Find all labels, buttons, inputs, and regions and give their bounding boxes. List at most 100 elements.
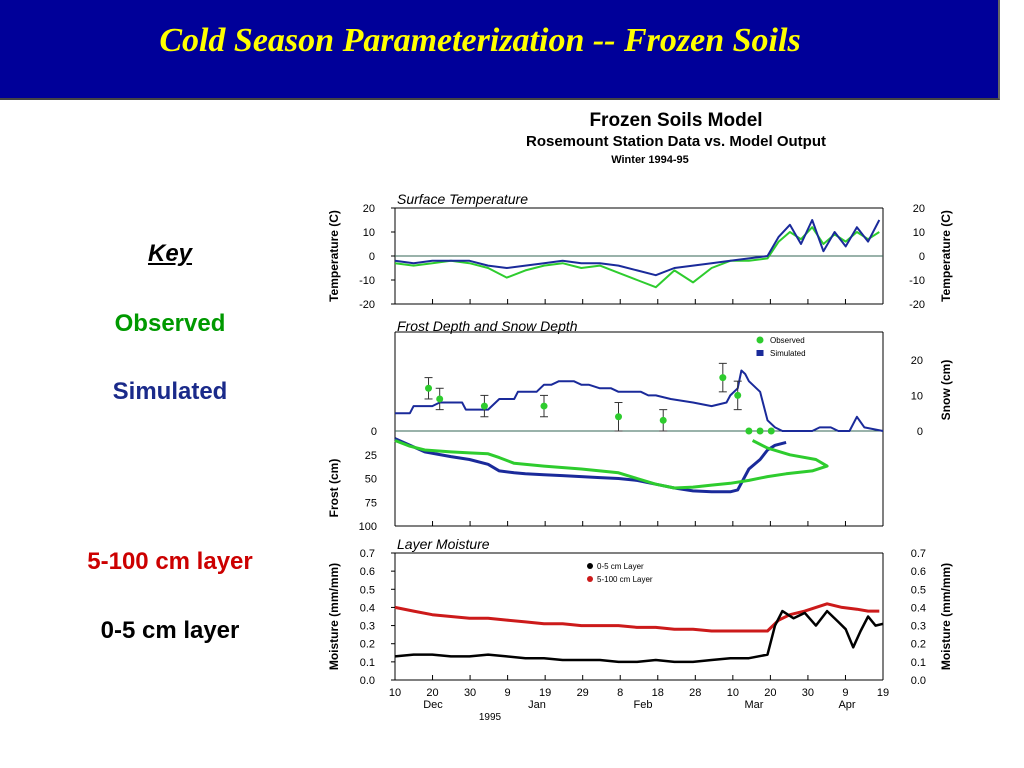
figure-season: Winter 1994-95 [611,154,689,166]
legend-deep-label: 5-100 cm Layer [597,575,653,584]
figure-title: Frozen Soils Model [589,110,762,131]
moisture-ytick-left: 0.1 [360,657,375,669]
moisture-ytick-right: 0.7 [911,548,926,560]
snow-ytick: 10 [911,390,923,402]
figure-subtitle: Rosemount Station Data vs. Model Output [526,133,826,150]
key-simulated-label: Simulated [112,378,228,405]
moisture-ytick-right: 0.1 [911,657,926,669]
legend-shallow-label: 0-5 cm Layer [597,562,644,571]
x-tick-label: 18 [652,687,664,699]
frost-ytick: 100 [359,521,377,533]
moisture-ytick-right: 0.5 [911,584,926,596]
frost-ylabel: Frost (cm) [327,459,341,518]
key-title: Key [147,240,193,267]
moisture-ytick-left: 0.5 [360,584,375,596]
moisture-ytick-right: 0.2 [911,639,926,651]
moisture-shallow-series [394,609,884,664]
temp-ytick-left: 0 [369,251,375,263]
snow-observed-point [436,395,444,403]
snow-ylabel: Snow (cm) [939,360,953,421]
temp-ytick-right: 0 [919,251,925,263]
moisture-ylabel-right: Moisture (mm/mm) [939,563,953,670]
x-tick-label: 29 [577,687,589,699]
x-tick-label: 9 [505,687,511,699]
frost-simulated-series [394,437,787,494]
x-tick-label: 9 [842,687,848,699]
snow-simulated-series [395,369,884,432]
temp-ytick-left: 20 [363,203,375,215]
legend-shallow-marker [587,563,593,569]
temp-observed-series [394,226,880,289]
snow-observed-point [734,391,742,399]
x-tick-label: 30 [802,687,814,699]
snow-observed-point [659,416,667,424]
x-month-label: Feb [634,699,653,711]
temp-ytick-right: 20 [913,203,925,215]
moisture-ytick-left: 0.7 [360,548,375,560]
moisture-ytick-right: 0.3 [911,621,926,633]
snow-ytick: 0 [917,426,923,438]
snow-observed-point [767,427,775,435]
moisture-ytick-left: 0.3 [360,621,375,633]
x-year-label: 1995 [479,712,502,723]
snow-observed-point [719,374,727,382]
moisture-ytick-right: 0.6 [911,566,926,578]
temp-ytick-right: 10 [913,227,925,239]
moisture-ytick-left: 0.6 [360,566,375,578]
snow-observed-point [756,427,764,435]
temp-ytick-right: -20 [909,299,925,311]
temp-ytick-right: -10 [909,275,925,287]
snow-observed-point [615,413,623,421]
temp-panel-title: Surface Temperature [397,191,528,207]
x-tick-label: 10 [727,687,739,699]
temp-simulated-series [394,219,881,277]
snow-observed-point [540,402,548,410]
legend-simulated-label: Simulated [770,349,806,358]
x-month-label: Apr [838,699,855,711]
frost-observed-series [394,439,829,490]
x-tick-label: 19 [539,687,551,699]
moisture-panel-title: Layer Moisture [397,536,490,552]
temp-ytick-left: -20 [359,299,375,311]
moisture-ytick-left: 0.0 [360,675,375,687]
moisture-ytick-left: 0.4 [360,602,375,614]
snow-observed-point [745,427,753,435]
legend-observed-marker [756,336,764,344]
moisture-ytick-right: 0.0 [911,675,926,687]
key-observed-label: Observed [114,310,226,337]
snow-observed-point [480,402,488,410]
x-tick-label: 8 [617,687,623,699]
title-banner: Cold Season Parameterization -- Frozen S… [0,0,1000,100]
frost-ytick: 75 [365,497,377,509]
key-deep-layer-label: 5-100 cm layer [87,548,253,575]
x-tick-label: 20 [764,687,776,699]
frost-ytick: 0 [371,426,377,438]
x-tick-label: 10 [389,687,401,699]
moisture-deep-series [394,602,880,633]
snow-observed-point [425,384,433,392]
temp-ylabel-left: Temperature (C) [327,210,341,302]
key-shallow-layer-label: 0-5 cm layer [100,617,240,644]
frost-panel-title: Frost Depth and Snow Depth [397,318,578,334]
moisture-ytick-right: 0.4 [911,602,926,614]
frost-ytick: 25 [365,450,377,462]
legend-observed-label: Observed [770,336,805,345]
x-month-label: Dec [423,699,443,711]
frozen-soils-figure: Frozen Soils Model Rosemount Station Dat… [327,110,953,723]
temp-ytick-left: 10 [363,227,375,239]
x-month-label: Jan [528,699,546,711]
frost-ytick: 50 [365,474,377,486]
x-tick-label: 19 [877,687,889,699]
legend-deep-marker [587,576,593,582]
moisture-ylabel-left: Moisture (mm/mm) [327,563,341,670]
temp-ylabel-right: Temperature (C) [939,210,953,302]
x-tick-label: 28 [689,687,701,699]
x-month-label: Mar [745,699,764,711]
x-tick-label: 30 [464,687,476,699]
x-tick-label: 20 [426,687,438,699]
slide-title: Cold Season Parameterization -- Frozen S… [159,22,801,59]
snow-ytick: 20 [911,355,923,367]
legend-simulated-marker [756,350,764,356]
moisture-ytick-left: 0.2 [360,639,375,651]
temp-ytick-left: -10 [359,275,375,287]
